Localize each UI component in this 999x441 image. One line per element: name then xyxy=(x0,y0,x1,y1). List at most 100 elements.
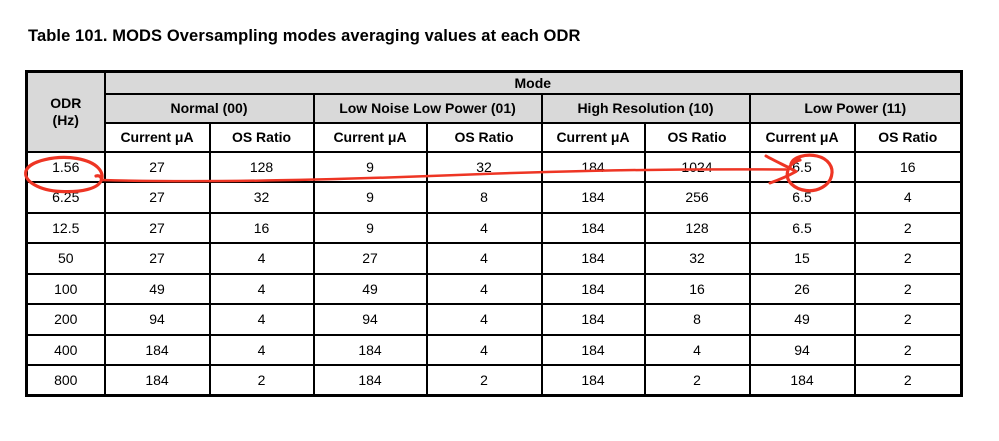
column-header-row: Current μA OS Ratio Current μA OS Ratio … xyxy=(27,121,963,153)
data-cell: 27 xyxy=(103,211,211,244)
table-row: 50 27 4 27 4 184 32 15 2 xyxy=(25,242,963,275)
odr-header-cell: ODR (Hz) xyxy=(25,70,106,153)
data-cell: 128 xyxy=(643,211,751,244)
data-cell: 9 xyxy=(312,211,428,244)
table-body: 1.56 27 128 9 32 184 1024 6.5 16 6.25 27 32 9 8 184 256… xyxy=(25,150,963,397)
data-cell: 27 xyxy=(103,242,211,275)
data-cell: 6.5 xyxy=(748,181,856,214)
col-header-current-3: Current μA xyxy=(748,121,856,153)
odr-header-line1: ODR xyxy=(50,94,82,111)
data-cell: 49 xyxy=(103,272,211,305)
data-cell: 184 xyxy=(748,364,856,397)
data-cell: 4 xyxy=(425,211,543,244)
odr-cell: 12.5 xyxy=(25,211,106,244)
odr-cell: 400 xyxy=(25,333,106,366)
data-cell: 9 xyxy=(312,150,428,183)
odr-cell: 200 xyxy=(25,303,106,336)
data-cell: 6.5 xyxy=(748,211,856,244)
data-cell: 184 xyxy=(540,303,646,336)
data-cell: 2 xyxy=(425,364,543,397)
data-cell: 4 xyxy=(208,333,315,366)
data-cell: 2 xyxy=(643,364,751,397)
data-cell: 128 xyxy=(208,150,315,183)
data-cell: 32 xyxy=(208,181,315,214)
odr-cell: 100 xyxy=(25,272,106,305)
col-header-osratio-3: OS Ratio xyxy=(853,121,963,153)
data-cell: 8 xyxy=(643,303,751,336)
table-row: 800 184 2 184 2 184 2 184 2 xyxy=(25,364,963,397)
data-cell: 26 xyxy=(748,272,856,305)
data-cell: 4 xyxy=(208,303,315,336)
odr-cell: 1.56 xyxy=(25,150,106,183)
data-cell: 9 xyxy=(312,181,428,214)
col-header-current-1: Current μA xyxy=(312,121,428,153)
data-cell: 184 xyxy=(540,181,646,214)
data-cell: 6.5 xyxy=(748,150,856,183)
odr-header-line2: (Hz) xyxy=(52,111,79,128)
odr-cell: 800 xyxy=(25,364,106,397)
table-row: 6.25 27 32 9 8 184 256 6.5 4 xyxy=(25,181,963,214)
table-title: Table 101. MODS Oversampling modes avera… xyxy=(28,27,581,45)
data-cell: 15 xyxy=(748,242,856,275)
data-cell: 256 xyxy=(643,181,751,214)
data-cell: 4 xyxy=(425,242,543,275)
group-header-normal: Normal (00) xyxy=(103,92,315,124)
data-cell: 94 xyxy=(103,303,211,336)
group-header-low-power: Low Power (11) xyxy=(748,92,963,124)
data-cell: 2 xyxy=(853,333,963,366)
data-cell: 184 xyxy=(103,364,211,397)
data-cell: 16 xyxy=(853,150,963,183)
data-cell: 184 xyxy=(312,364,428,397)
data-cell: 184 xyxy=(540,150,646,183)
group-header-low-noise-low-power: Low Noise Low Power (01) xyxy=(312,92,543,124)
col-header-osratio-2: OS Ratio xyxy=(643,121,751,153)
data-cell: 94 xyxy=(748,333,856,366)
data-cell: 49 xyxy=(748,303,856,336)
col-header-current-0: Current μA xyxy=(103,121,211,153)
data-cell: 4 xyxy=(425,303,543,336)
data-cell: 8 xyxy=(425,181,543,214)
mode-header-cell: Mode xyxy=(103,70,963,95)
table-row: 1.56 27 128 9 32 184 1024 6.5 16 xyxy=(25,150,963,183)
data-cell: 32 xyxy=(425,150,543,183)
data-cell: 4 xyxy=(425,333,543,366)
data-cell: 184 xyxy=(540,364,646,397)
mode-group-row: Normal (00) Low Noise Low Power (01) Hig… xyxy=(27,92,963,124)
data-cell: 27 xyxy=(103,150,211,183)
data-cell: 184 xyxy=(540,333,646,366)
group-header-high-resolution: High Resolution (10) xyxy=(540,92,751,124)
data-cell: 2 xyxy=(853,303,963,336)
data-cell: 16 xyxy=(208,211,315,244)
data-cell: 27 xyxy=(103,181,211,214)
data-cell: 32 xyxy=(643,242,751,275)
data-cell: 4 xyxy=(425,272,543,305)
odr-cell: 50 xyxy=(25,242,106,275)
col-header-osratio-1: OS Ratio xyxy=(425,121,543,153)
data-cell: 2 xyxy=(853,211,963,244)
data-cell: 1024 xyxy=(643,150,751,183)
table-row: 100 49 4 49 4 184 16 26 2 xyxy=(25,272,963,305)
data-cell: 4 xyxy=(208,242,315,275)
data-cell: 2 xyxy=(853,272,963,305)
odr-cell: 6.25 xyxy=(25,181,106,214)
data-cell: 184 xyxy=(540,211,646,244)
data-cell: 4 xyxy=(208,272,315,305)
mods-oversampling-table: ODR (Hz) Mode Normal (00) Low Noise Low … xyxy=(25,70,964,397)
data-cell: 2 xyxy=(853,242,963,275)
data-cell: 184 xyxy=(540,242,646,275)
data-cell: 27 xyxy=(312,242,428,275)
data-cell: 49 xyxy=(312,272,428,305)
data-cell: 184 xyxy=(312,333,428,366)
col-header-osratio-0: OS Ratio xyxy=(208,121,315,153)
table-row: 200 94 4 94 4 184 8 49 2 xyxy=(25,303,963,336)
data-cell: 184 xyxy=(103,333,211,366)
table-row: 12.5 27 16 9 4 184 128 6.5 2 xyxy=(25,211,963,244)
data-cell: 2 xyxy=(853,364,963,397)
data-cell: 4 xyxy=(853,181,963,214)
col-header-current-2: Current μA xyxy=(540,121,646,153)
mode-header-row: ODR (Hz) Mode xyxy=(25,70,963,153)
data-cell: 184 xyxy=(540,272,646,305)
data-cell: 2 xyxy=(208,364,315,397)
data-cell: 16 xyxy=(643,272,751,305)
